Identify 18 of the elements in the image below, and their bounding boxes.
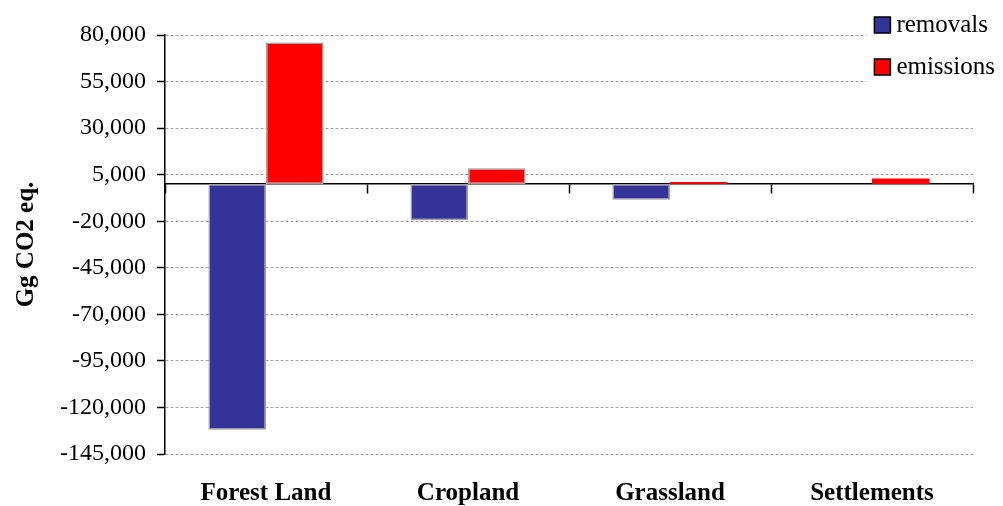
y-tick-label: -45,000	[72, 253, 146, 280]
y-tick-label: 55,000	[80, 66, 146, 93]
y-tick-label: -145,000	[60, 439, 146, 466]
y-tick-label: -70,000	[72, 299, 146, 326]
y-tick-label: -120,000	[60, 392, 146, 419]
x-tick-label: Grassland	[615, 478, 725, 506]
legend-label: emissions	[896, 51, 995, 79]
y-tick-label: -20,000	[72, 206, 146, 233]
y-tick-label: 5,000	[92, 159, 146, 186]
y-tick-label: 30,000	[80, 113, 146, 140]
y-tick-label: 80,000	[80, 20, 146, 47]
bar	[872, 178, 930, 184]
x-tick-label: Settlements	[810, 478, 935, 506]
x-tick-label: Cropland	[416, 478, 520, 506]
y-axis-title: Gg CO2 eq.	[11, 181, 39, 308]
y-tick-label: -95,000	[72, 346, 146, 373]
x-tick-label: Forest Land	[200, 478, 332, 506]
legend-label: removals	[896, 9, 989, 37]
